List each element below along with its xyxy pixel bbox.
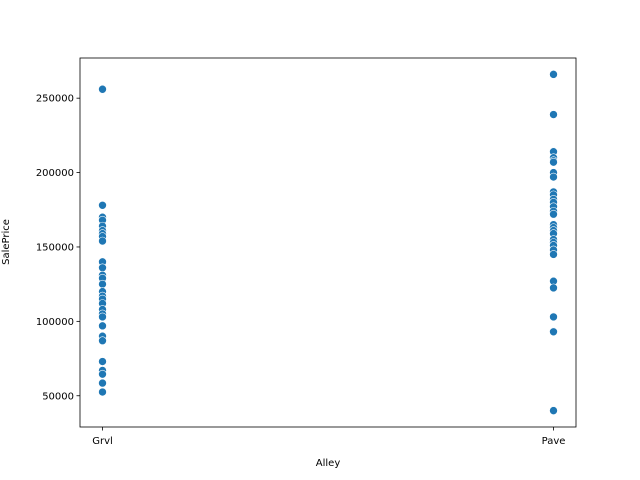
data-point [549,70,558,79]
data-point [98,369,107,379]
data-point [98,378,107,388]
data-point [98,201,107,210]
data-point [98,357,107,366]
y-tick-label: 50000 [42,391,74,402]
data-point [549,209,558,219]
data-point [549,250,558,259]
data-point [98,336,107,346]
data-point [98,263,107,273]
x-axis-label: Alley [316,458,341,469]
data-point [98,312,107,322]
data-point [98,321,107,331]
plot-area [79,57,577,428]
y-tick-label: 200000 [36,168,74,179]
y-axis: 50000 100000 150000 200000 250000 [36,94,80,402]
data-point [98,236,107,246]
data-point [549,172,558,182]
data-point [549,327,558,337]
data-point [549,406,558,415]
y-tick-label: 250000 [36,94,74,105]
data-point [549,312,558,322]
data-point [98,279,107,289]
data-point [98,84,107,94]
x-tick-label: Grvl [92,436,113,447]
y-axis-label: SalePrice [1,219,12,265]
data-point [549,157,558,167]
x-axis: Grvl Pave [92,427,565,447]
data-points [98,70,558,415]
data-point [549,110,558,119]
data-point [98,387,107,397]
y-tick-label: 150000 [36,242,74,253]
y-tick-label: 100000 [36,317,74,328]
x-tick-label: Pave [542,436,566,447]
data-point [549,283,558,293]
